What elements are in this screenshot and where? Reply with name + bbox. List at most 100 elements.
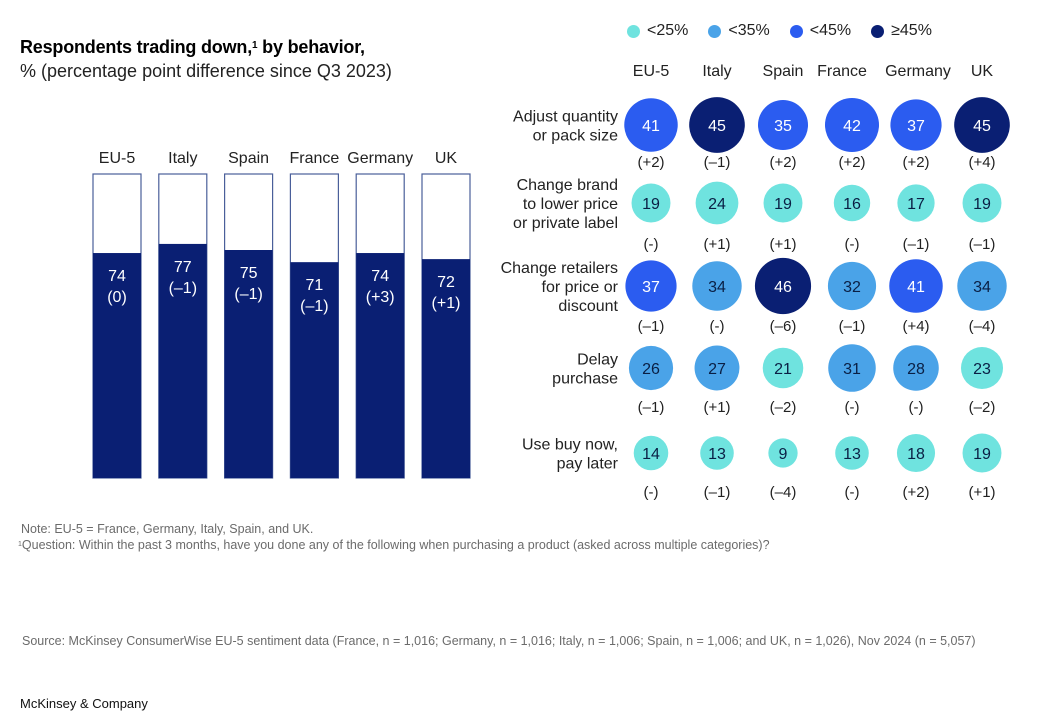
row-label: Change brand bbox=[517, 177, 618, 194]
column-header: France bbox=[817, 63, 867, 80]
bubble-change-label: (-) bbox=[845, 399, 860, 416]
bubble bbox=[954, 97, 1010, 153]
bar-value-label: 74 bbox=[371, 268, 389, 285]
bubble-change-label: (+1) bbox=[703, 399, 730, 416]
bubble-change-label: (–1) bbox=[638, 318, 665, 335]
bubble-value-label: 21 bbox=[774, 361, 792, 378]
legend-label: ≥45% bbox=[891, 22, 932, 39]
bubble-change-label: (+1) bbox=[769, 236, 796, 253]
column-header: UK bbox=[971, 63, 994, 80]
bubble-value-label: 16 bbox=[843, 196, 861, 213]
bubble bbox=[824, 97, 880, 153]
bubble-value-label: 28 bbox=[907, 361, 925, 378]
bubble bbox=[689, 97, 745, 153]
row-label: or private label bbox=[513, 215, 618, 232]
legend-swatch bbox=[708, 24, 722, 38]
brand-logo: McKinsey & Company bbox=[20, 696, 148, 711]
bubble-change-label: (–1) bbox=[839, 318, 866, 335]
bubble-value-label: 34 bbox=[973, 279, 991, 296]
legend: <25% <35% <45% ≥45% bbox=[627, 22, 952, 40]
bubble-value-label: 13 bbox=[843, 446, 861, 463]
bubble bbox=[828, 344, 876, 392]
bubble-value-label: 26 bbox=[642, 361, 660, 378]
bubble-change-label: (+2) bbox=[637, 154, 664, 171]
bubble-value-label: 46 bbox=[774, 279, 792, 296]
legend-swatch bbox=[627, 24, 640, 38]
bubble-change-label: (+2) bbox=[769, 154, 796, 171]
bar-change-label: (–1) bbox=[234, 286, 262, 303]
legend-item: <45% bbox=[789, 22, 851, 40]
bubble-change-label: (–4) bbox=[969, 318, 996, 335]
footnote-mark: 1 bbox=[18, 541, 22, 548]
bubble-change-label: (–1) bbox=[704, 154, 731, 171]
column-header: Germany bbox=[885, 63, 951, 80]
bubble bbox=[890, 99, 942, 151]
bar-change-label: (+1) bbox=[432, 295, 461, 312]
bubble-value-label: 17 bbox=[907, 196, 925, 213]
bubble-value-label: 45 bbox=[708, 118, 726, 135]
row-label: Use buy now, bbox=[522, 437, 618, 454]
bar-value-label: 75 bbox=[240, 265, 258, 282]
bubble-value-label: 41 bbox=[642, 118, 660, 135]
bubble bbox=[757, 99, 809, 151]
bubble-change-label: (+2) bbox=[838, 154, 865, 171]
bubble-change-label: (+2) bbox=[902, 154, 929, 171]
bubble-matrix-chart: EU-5 Italy Spain France Germany UK Adjust quan… bbox=[501, 63, 1010, 500]
row-label: Delay bbox=[577, 352, 618, 369]
bubble bbox=[624, 98, 678, 152]
row-label: purchase bbox=[552, 371, 618, 388]
bubble-value-label: 23 bbox=[973, 361, 991, 378]
row-label: for price or bbox=[542, 279, 619, 296]
bubble-value-label: 14 bbox=[642, 446, 660, 463]
bubble-change-label: (-) bbox=[644, 484, 659, 500]
bubble-change-label: (-) bbox=[845, 236, 860, 253]
legend-label: <25% bbox=[647, 22, 689, 39]
row-label: or pack size bbox=[533, 128, 618, 145]
bubble-change-label: (–1) bbox=[969, 236, 996, 253]
bubble bbox=[700, 436, 734, 470]
title-text: Respondents trading down, bbox=[20, 37, 252, 57]
bar-category-label: Germany bbox=[347, 150, 413, 167]
legend-swatch bbox=[789, 24, 803, 38]
bubble-value-label: 19 bbox=[973, 446, 991, 463]
bubble-change-label: (–1) bbox=[704, 484, 731, 500]
bar bbox=[356, 253, 405, 478]
title-suffix: by behavior, bbox=[257, 37, 365, 57]
bubble bbox=[960, 346, 1004, 390]
bar bbox=[422, 259, 470, 478]
bubble-value-label: 37 bbox=[642, 279, 660, 296]
bar bbox=[93, 253, 141, 478]
bar-change-label: (–1) bbox=[300, 298, 328, 315]
bar-category-label: EU-5 bbox=[99, 150, 136, 167]
legend-item: <35% bbox=[708, 22, 770, 40]
bar-change-label: (–1) bbox=[169, 280, 197, 297]
bar-change-label: (0) bbox=[107, 289, 127, 306]
bubble-change-label: (–1) bbox=[638, 399, 665, 416]
column-header: Italy bbox=[702, 63, 731, 80]
bubble bbox=[633, 435, 669, 471]
bubble bbox=[763, 183, 803, 223]
bubble-value-label: 31 bbox=[843, 361, 861, 378]
row-label: Change retailers bbox=[501, 260, 618, 277]
bubble bbox=[889, 259, 943, 313]
legend-item: <25% bbox=[627, 22, 688, 40]
bar-category-label: France bbox=[290, 150, 340, 167]
bubble bbox=[625, 260, 677, 312]
note: Note: EU-5 = France, Germany, Italy, Spa… bbox=[21, 522, 314, 536]
bar-value-label: 72 bbox=[437, 274, 455, 291]
bubble-value-label: 35 bbox=[774, 118, 792, 135]
bubble-change-label: (+4) bbox=[902, 318, 929, 335]
legend-item: ≥45% bbox=[871, 22, 932, 40]
bubble bbox=[628, 345, 674, 391]
bubble-change-label: (–2) bbox=[770, 399, 797, 416]
bubble-value-label: 19 bbox=[774, 196, 792, 213]
bubble-change-label: (+4) bbox=[968, 154, 995, 171]
bubble-change-label: (+1) bbox=[703, 236, 730, 253]
source: Source: McKinsey ConsumerWise EU-5 senti… bbox=[22, 634, 976, 648]
bar-category-label: UK bbox=[435, 150, 458, 167]
bar-value-label: 77 bbox=[174, 259, 192, 276]
bubble-change-label: (-) bbox=[644, 236, 659, 253]
bar bbox=[224, 250, 273, 478]
bubble bbox=[827, 261, 877, 311]
bubble-change-label: (+2) bbox=[902, 484, 929, 500]
